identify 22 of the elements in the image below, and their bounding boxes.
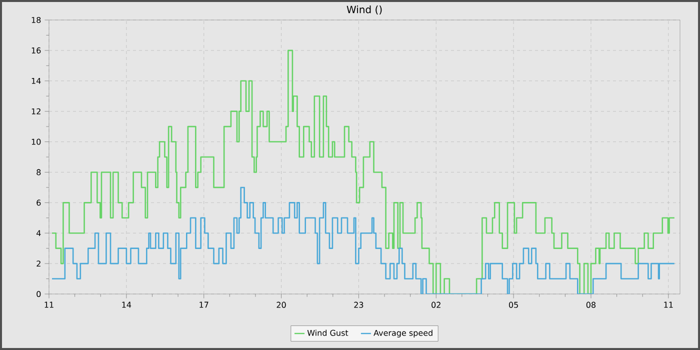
y-tick-label: 14 bbox=[32, 78, 41, 84]
y-tick-label: 0 bbox=[36, 290, 41, 298]
x-tick-label: 17 bbox=[200, 302, 208, 308]
x-tick-label: 23 bbox=[354, 302, 364, 308]
x-tick-label: 11 bbox=[664, 302, 673, 308]
legend-label: Average speed bbox=[374, 330, 432, 338]
y-tick-label: 10 bbox=[32, 138, 41, 145]
y-tick-label: 6 bbox=[36, 200, 41, 206]
y-tick-label: 2 bbox=[36, 260, 40, 267]
y-tick-label: 4 bbox=[36, 230, 41, 236]
x-tick-label: 02 bbox=[432, 302, 440, 308]
x-tick-label: 20 bbox=[276, 302, 286, 308]
y-tick-label: 16 bbox=[32, 47, 41, 54]
x-tick-label: 05 bbox=[508, 302, 518, 308]
x-tick-label: 08 bbox=[586, 302, 596, 308]
y-tick-label: 8 bbox=[36, 169, 41, 176]
y-tick-label: 18 bbox=[32, 16, 41, 24]
chart-title: Wind () bbox=[346, 6, 382, 14]
x-tick-label: 11 bbox=[44, 302, 54, 308]
x-tick-label: 14 bbox=[122, 302, 132, 308]
legend-label: Wind Gust bbox=[307, 330, 348, 336]
y-tick-label: 12 bbox=[32, 108, 40, 114]
